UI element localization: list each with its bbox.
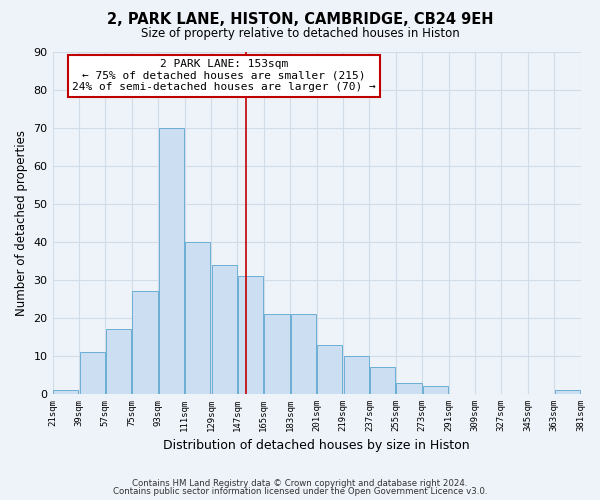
Bar xyxy=(80,352,105,394)
Bar xyxy=(291,314,316,394)
Bar xyxy=(265,314,290,394)
Bar xyxy=(159,128,184,394)
Bar xyxy=(370,368,395,394)
Bar xyxy=(238,276,263,394)
Bar xyxy=(422,386,448,394)
Y-axis label: Number of detached properties: Number of detached properties xyxy=(15,130,28,316)
Text: 2, PARK LANE, HISTON, CAMBRIDGE, CB24 9EH: 2, PARK LANE, HISTON, CAMBRIDGE, CB24 9E… xyxy=(107,12,493,28)
Bar xyxy=(53,390,79,394)
Text: Contains HM Land Registry data © Crown copyright and database right 2024.: Contains HM Land Registry data © Crown c… xyxy=(132,478,468,488)
Bar xyxy=(554,390,580,394)
X-axis label: Distribution of detached houses by size in Histon: Distribution of detached houses by size … xyxy=(163,440,470,452)
Text: 2 PARK LANE: 153sqm
← 75% of detached houses are smaller (215)
24% of semi-detac: 2 PARK LANE: 153sqm ← 75% of detached ho… xyxy=(72,59,376,92)
Bar xyxy=(344,356,369,394)
Bar xyxy=(133,292,158,394)
Bar xyxy=(317,344,343,394)
Bar xyxy=(212,264,237,394)
Bar xyxy=(397,382,422,394)
Text: Size of property relative to detached houses in Histon: Size of property relative to detached ho… xyxy=(140,28,460,40)
Bar xyxy=(185,242,211,394)
Bar xyxy=(106,330,131,394)
Text: Contains public sector information licensed under the Open Government Licence v3: Contains public sector information licen… xyxy=(113,487,487,496)
